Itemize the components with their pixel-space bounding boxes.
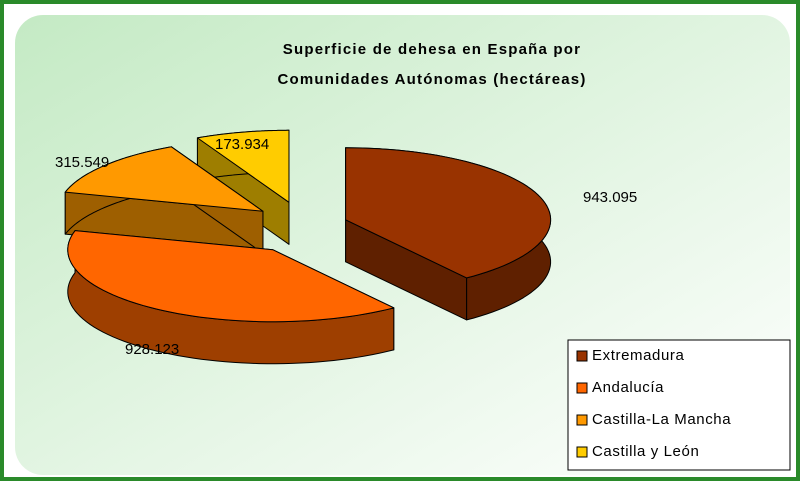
legend-label: Extremadura [592, 347, 685, 364]
slice [196, 129, 290, 203]
slice-group [345, 147, 552, 321]
data-label: 943.095 [583, 189, 637, 206]
legend-label: Castilla y León [592, 443, 699, 460]
legend-swatch [576, 350, 588, 362]
slice [345, 147, 552, 279]
legend-swatch [576, 446, 588, 458]
legend-label: Andalucía [592, 379, 664, 396]
data-label: 173.934 [215, 136, 269, 153]
legend-swatch [576, 414, 588, 426]
data-label: 315.549 [55, 154, 109, 171]
chart-title: Superficie de dehesa en España por [283, 41, 581, 58]
slice-group [67, 230, 395, 365]
chart-title: Comunidades Autónomas (hectáreas) [277, 71, 586, 88]
slice-group [196, 129, 290, 245]
slice-group [64, 146, 264, 254]
data-label: 928.123 [125, 341, 179, 358]
slice [67, 230, 395, 323]
legend-label: Castilla-La Mancha [592, 411, 731, 428]
legend [567, 339, 791, 471]
legend-swatch [576, 382, 588, 394]
slice [64, 146, 264, 212]
